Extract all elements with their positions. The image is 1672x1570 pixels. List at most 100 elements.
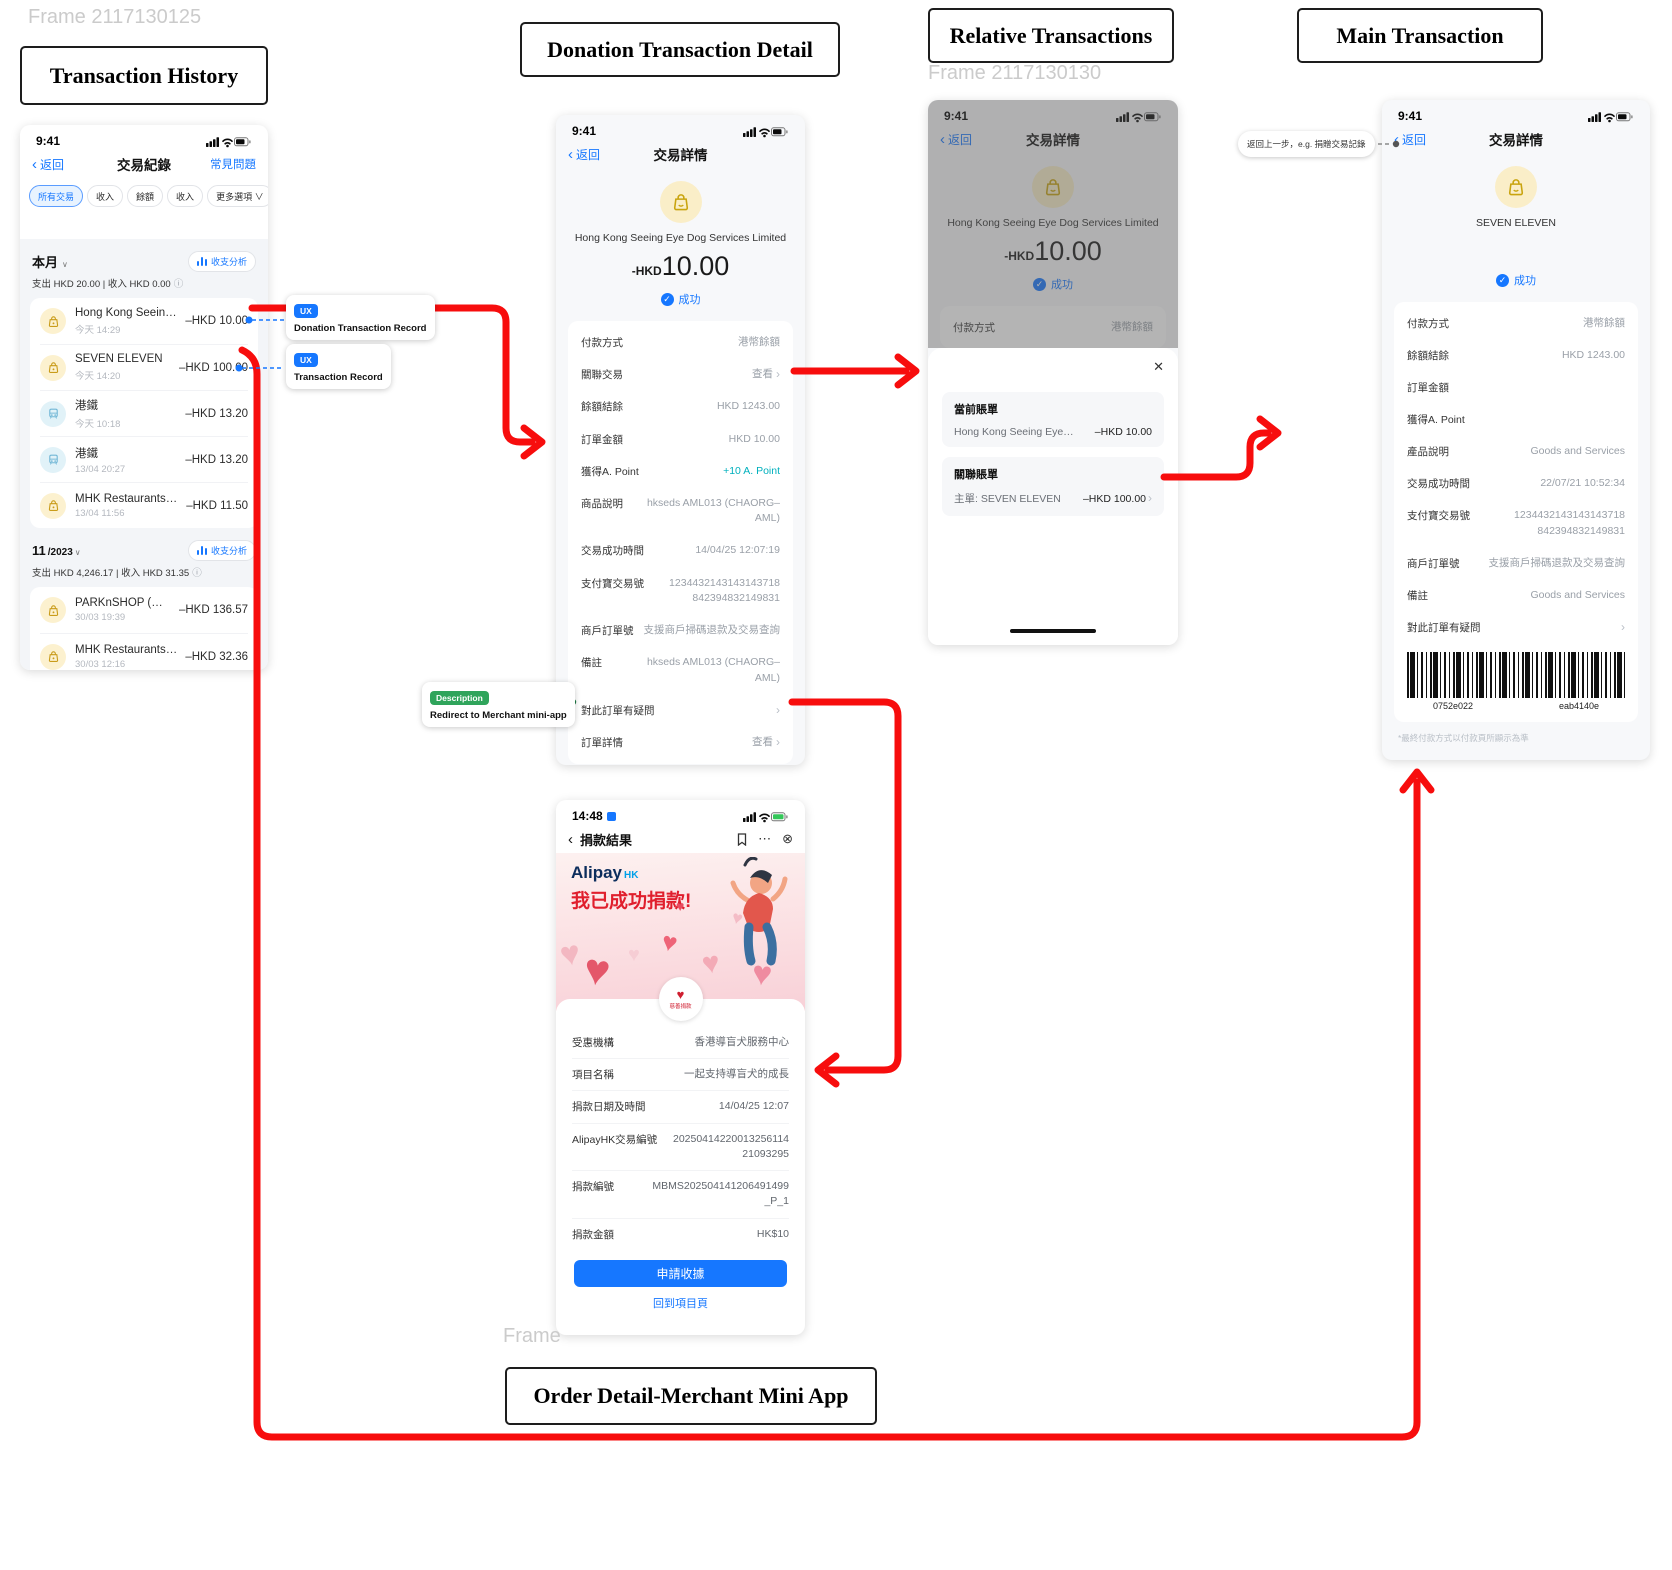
back-button[interactable]: ‹ 返回 — [1394, 130, 1427, 148]
filter-chips: 所有交易 收入 餘額 收入 更多選項 ∨ — [20, 178, 268, 215]
merchant-name: Hong Kong Seeing Eye… — [954, 426, 1074, 438]
back-chevron-icon[interactable]: ‹ — [568, 830, 573, 848]
field-value: 一起支持導盲犬的成長 — [684, 1068, 789, 1081]
ux-tag: UX — [294, 353, 318, 367]
field-label: 備註 — [1407, 590, 1428, 603]
title-transaction-history: Transaction History — [20, 46, 268, 105]
status-time: 9:41 — [36, 134, 61, 148]
analysis-button[interactable]: 收支分析 — [188, 540, 256, 561]
detail-card: 付款方式 港幣餘額 餘額結餘 HKD 1243.00 — [1394, 302, 1638, 723]
transaction-row[interactable]: MHK Restaurants Limited 13/04 11:56 –HKD… — [40, 482, 248, 528]
detail-row[interactable]: 獲得A. Point +10 A. Point — [581, 455, 780, 487]
transaction-row[interactable]: 港鐵 今天 10:18 –HKD 13.20 — [40, 390, 248, 436]
detail-row[interactable]: 商品說明 hkseds AML013 (CHAORG–AML) — [581, 487, 780, 534]
detail-row[interactable]: 對此訂單有疑問 › — [581, 694, 780, 727]
title-text: Donation Transaction Detail — [547, 36, 813, 62]
detail-row[interactable]: 餘額結餘 HKD 1243.00 — [581, 391, 780, 423]
transaction-time: 今天 14:29 — [75, 324, 121, 336]
faq-link[interactable]: 常見問題 — [210, 159, 256, 171]
title-text: Transaction History — [49, 62, 239, 88]
heart-icon: ♥ — [580, 944, 614, 997]
request-receipt-button[interactable]: 申請收據 — [574, 1259, 787, 1287]
field-label: 付款方式 — [581, 336, 623, 349]
detail-row[interactable]: 商戶訂單號 支援商戶掃碼退款及交易查詢 — [581, 615, 780, 647]
filter-chip[interactable]: 餘額 — [127, 185, 164, 207]
analysis-button[interactable]: 收支分析 — [188, 251, 256, 272]
page-title: 交易詳情 — [653, 148, 708, 163]
status-icons — [743, 125, 789, 138]
status-time: 9:41 — [944, 109, 969, 123]
status-badge: ✓ 成功 — [556, 291, 805, 307]
detail-row[interactable]: 付款方式 港幣餘額 — [581, 326, 780, 358]
detail-row[interactable]: 備註 hkseds AML013 (CHAORG–AML) — [581, 647, 780, 694]
detail-row[interactable]: 獲得A. Point — [1407, 403, 1625, 435]
info-icon[interactable]: ⓘ — [173, 279, 184, 290]
page-title: 捐款結果 — [580, 832, 633, 848]
detail-row[interactable]: 訂單金額 HKD 10.00 — [581, 423, 780, 455]
filter-chip[interactable]: 更多選項 ∨ — [207, 185, 268, 207]
month-summary: 支出 HKD 4,246.17 | 收入 HKD 31.35 ⓘ — [32, 565, 256, 579]
detail-row[interactable]: 交易成功時間 14/04/25 12:07:19 — [581, 535, 780, 567]
detail-row: 捐款日期及時間 14/04/25 12:07 — [572, 1091, 789, 1124]
chevron-right-icon: › — [1621, 620, 1625, 635]
bill-row[interactable]: 主單: SEVEN ELEVEN –HKD 100.00 › — [954, 491, 1152, 507]
transaction-row[interactable]: MHK Restaurants Limited 30/03 12:16 –HKD… — [40, 633, 248, 670]
check-icon: ✓ — [1033, 277, 1046, 291]
detail-row[interactable]: 交易成功時間 22/07/21 10:52:34 — [1407, 468, 1625, 500]
field-label: 項目名稱 — [572, 1069, 614, 1082]
field-label: 受惠機構 — [572, 1037, 614, 1049]
detail-row[interactable]: 訂單詳情 查看 › — [581, 727, 780, 760]
back-button[interactable]: ‹ 返回 — [32, 155, 65, 173]
merchant-name: SEVEN ELEVEN — [1476, 217, 1556, 229]
month-selector[interactable]: 本月 ∨ — [32, 255, 68, 270]
more-icon[interactable]: ⋯ — [758, 831, 772, 846]
detail-row[interactable]: 備註 Goods and Services — [1407, 580, 1625, 612]
merchant-name: MHK Restaurants Limited — [75, 492, 178, 505]
filter-chip[interactable]: 收入 — [87, 185, 124, 207]
field-value: 支援商戶掃碼退款及交易查詢 — [1488, 556, 1626, 569]
close-circle-icon[interactable]: ⊗ — [782, 831, 793, 846]
arrow-relative-to-main — [1160, 415, 1282, 481]
transaction-row[interactable]: 港鐵 13/04 20:27 –HKD 13.20 — [40, 436, 248, 482]
merchant-name: Hong Kong Seeing Eye Dog Services Limite… — [574, 232, 787, 244]
field-value: Goods and Services — [1530, 589, 1625, 602]
filter-chip[interactable]: 收入 — [167, 185, 204, 207]
transaction-row[interactable]: PARKnSHOP (HK) LIMITED 30/03 19:39 –HKD … — [40, 587, 248, 633]
section-header: 11/2023 ∨ 收支分析 — [32, 540, 256, 561]
field-label: 支付寶交易號 — [1407, 510, 1470, 523]
back-button[interactable]: ‹ 返回 — [940, 130, 973, 148]
detail-row[interactable]: 關聯交易 查看 › — [581, 358, 780, 391]
field-label: 商戶訂單號 — [581, 625, 634, 638]
transaction-amount: –HKD 100.00 — [178, 361, 248, 374]
status-time: 14:48 — [572, 809, 616, 823]
transaction-amount: –HKD 13.20 — [185, 407, 248, 420]
back-button[interactable]: ‹ 返回 — [568, 145, 601, 163]
detail-row[interactable]: 餘額結餘 HKD 1243.00 — [1407, 339, 1625, 371]
field-value: hkseds AML013 (CHAORG–AML) — [646, 656, 780, 684]
transaction-time: 30/03 12:16 — [75, 658, 126, 670]
field-label: 對此訂單有疑問 — [581, 704, 655, 717]
status-badge: ✓ 成功 — [1382, 272, 1650, 288]
transaction-row[interactable]: Hong Kong Seeing Eye Do... 今天 14:29 –HKD… — [40, 298, 248, 344]
bookmark-icon[interactable] — [737, 832, 747, 846]
detail-row[interactable]: 訂單金額 — [1407, 371, 1625, 403]
callout-donation-transaction-record: UX Donation Transaction Record — [286, 295, 435, 340]
detail-row[interactable]: 產品說明 Goods and Services — [1407, 435, 1625, 467]
chevron-right-icon: › — [1148, 491, 1152, 505]
close-icon[interactable]: ✕ — [1153, 359, 1164, 374]
detail-row[interactable]: 商戶訂單號 支援商戶掃碼退款及交易查詢 — [1407, 547, 1625, 579]
transaction-amount: -HKD10.00 — [1004, 236, 1102, 266]
detail-row[interactable]: 付款方式 港幣餘額 — [1407, 307, 1625, 339]
filter-chip[interactable]: 所有交易 — [29, 185, 84, 207]
detail-row[interactable]: 支付寶交易號 1234432143143143718 8423948321498… — [1407, 500, 1625, 547]
info-icon[interactable]: ⓘ — [192, 568, 202, 579]
status-badge: ✓ 成功 — [928, 276, 1178, 292]
detail-row[interactable]: 支付寶交易號 1234432143143143718 8423948321498… — [581, 567, 780, 614]
back-to-project-link[interactable]: 回到項目頁 — [653, 1297, 708, 1310]
bill-row[interactable]: Hong Kong Seeing Eye… –HKD 10.00 — [954, 426, 1152, 438]
month-selector[interactable]: 11/2023 ∨ — [32, 543, 81, 558]
nav-bar: ‹ 捐款結果 ⋯ ⊗ — [556, 825, 805, 853]
detail-row[interactable]: 對此訂單有疑問 › — [1407, 612, 1625, 645]
donation-detail-card: ♥ 慈善捐款 受惠機構 香港導盲犬服務中心 項目名稱 一起支持導盲犬的成長 — [556, 977, 805, 1325]
transaction-row[interactable]: SEVEN ELEVEN 今天 14:20 –HKD 100.00 — [40, 344, 248, 390]
